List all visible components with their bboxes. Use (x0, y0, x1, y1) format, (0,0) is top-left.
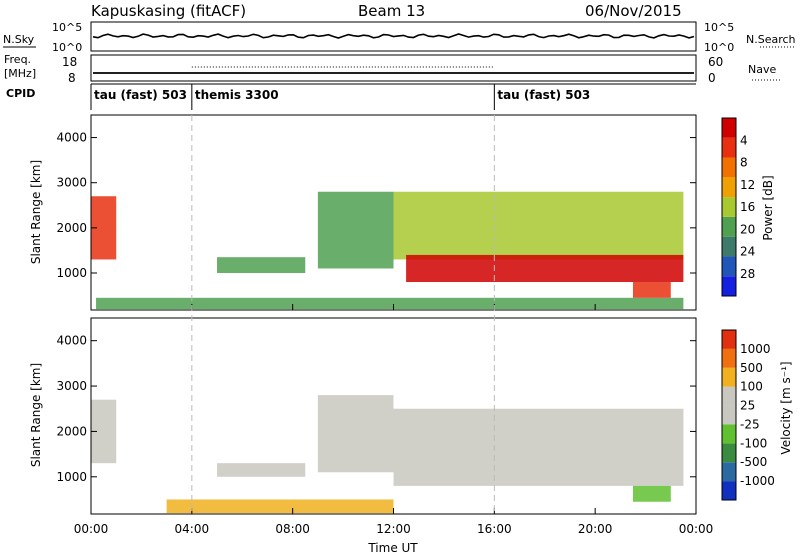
time-tick-label: 20:00 (578, 522, 613, 536)
power-colorbar: 4 8 12 16 20 24 28 (721, 117, 755, 297)
velocity-colorbar-tick-label: -500 (740, 455, 767, 469)
power-colorbar-tick-label: 20 (740, 222, 755, 236)
velocity-region (217, 463, 306, 477)
nave-tick-bottom: 0 (708, 71, 716, 85)
freq-label: Freq. (4, 53, 31, 66)
power-region (96, 297, 684, 310)
power-colorbar-swatch (722, 197, 736, 217)
time-tick-label: 00:00 (74, 522, 109, 536)
velocity-colorbar-swatch (722, 481, 736, 500)
velocity-colorbar-swatch (722, 386, 736, 406)
cpid-segment-label: themis 3300 (195, 88, 279, 102)
power-y-tick-label: 4000 (56, 131, 87, 145)
power-colorbar-swatch (722, 118, 736, 138)
velocity-colorbar-tick-label: 25 (740, 399, 755, 413)
power-colorbar-frame (721, 117, 737, 297)
nsky-label: N.Sky (3, 33, 35, 46)
power-colorbar-tick-label: 16 (740, 200, 755, 214)
nave-label: Nave (748, 63, 776, 76)
time-tick-label: 00:00 (679, 522, 714, 536)
nave-tick-top: 60 (708, 55, 723, 69)
power-colorbar-tick-label: 12 (740, 178, 755, 192)
freq-tick-top: 18 (62, 55, 77, 69)
nsearch-tick-top: 10^5 (704, 21, 734, 34)
beam-label: Beam 13 (358, 2, 425, 20)
power-y-label: Slant Range [km] (29, 160, 43, 264)
nsky-series (92, 33, 695, 39)
power-y-tick-label: 3000 (56, 176, 87, 190)
velocity-y-ticks: 1000 2000 3000 4000 (56, 334, 696, 484)
velocity-colorbar-swatch (722, 367, 736, 387)
time-axis-label: Time UT (367, 541, 418, 554)
velocity-colorbar-swatch (722, 443, 736, 463)
velocity-data (91, 395, 684, 514)
time-tick-label: 12:00 (376, 522, 411, 536)
velocity-y-tick-label: 1000 (56, 470, 87, 484)
velocity-colorbar-tick-label: 100 (740, 380, 763, 394)
power-colorbar-swatch (722, 236, 736, 257)
cpid-segments: tau (fast) 503 themis 3300 tau (fast) 503 (90, 84, 590, 110)
nsearch-label: N.Search (746, 33, 796, 46)
velocity-region (393, 408, 684, 486)
velocity-region (632, 485, 671, 502)
power-colorbar-swatch (722, 177, 736, 198)
power-colorbar-tick-label: 28 (740, 267, 755, 281)
power-region (217, 257, 306, 273)
velocity-y-tick-label: 3000 (56, 379, 87, 393)
power-y-tick-label: 2000 (56, 221, 87, 235)
cpid-label: CPID (6, 87, 35, 100)
power-colorbar-label: Power [dB] (761, 175, 775, 240)
cpid-segment-label: tau (fast) 503 (94, 88, 187, 102)
freq-tick-bottom: 8 (68, 71, 76, 85)
date-label: 06/Nov/2015 (585, 2, 682, 20)
power-colorbar-tick-label: 8 (740, 156, 748, 170)
power-colorbar-swatch (722, 216, 736, 237)
velocity-region (166, 499, 394, 514)
time-axis: 00:00 04:00 08:00 12:00 16:00 20:00 00:00 (74, 304, 714, 536)
velocity-colorbar-tick-label: -25 (740, 417, 760, 431)
velocity-colorbar-swatch (722, 405, 736, 425)
cpid-segment-label: tau (fast) 503 (497, 88, 590, 102)
velocity-y-tick-label: 4000 (56, 334, 87, 348)
nsky-panel-frame (90, 21, 697, 52)
velocity-colorbar: 1000 500 100 25 -25 -100 -500 -1000 (721, 329, 775, 501)
power-data (91, 191, 684, 310)
freq-panel-frame (90, 54, 697, 82)
power-colorbar-swatch (722, 256, 736, 277)
velocity-colorbar-swatch (722, 330, 736, 349)
time-tick-label: 08:00 (275, 522, 310, 536)
velocity-colorbar-tick-label: 1000 (740, 342, 771, 356)
velocity-colorbar-swatch (722, 424, 736, 444)
power-colorbar-tick-label: 4 (740, 133, 748, 147)
power-colorbar-swatch (722, 276, 736, 296)
velocity-region (317, 395, 394, 473)
velocity-colorbar-frame (721, 329, 737, 501)
freq-unit-label: [MHz] (4, 67, 36, 80)
velocity-colorbar-tick-label: -100 (740, 436, 767, 450)
mode-dividers (191, 115, 495, 514)
power-y-ticks: 1000 2000 3000 4000 (56, 131, 696, 280)
power-region (393, 191, 684, 260)
velocity-colorbar-tick-label: -1000 (740, 474, 775, 488)
power-region (632, 282, 671, 298)
power-colorbar-swatch (722, 137, 736, 158)
velocity-y-label: Slant Range [km] (29, 363, 43, 467)
time-tick-label: 04:00 (175, 522, 210, 536)
velocity-colorbar-swatch (722, 348, 736, 368)
nsearch-tick-bottom: 10^0 (704, 41, 734, 54)
nsky-tick-bottom: 10^0 (52, 41, 82, 54)
nsky-tick-top: 10^5 (52, 21, 82, 34)
velocity-y-tick-label: 2000 (56, 424, 87, 438)
time-tick-label: 16:00 (477, 522, 512, 536)
power-colorbar-tick-label: 24 (740, 245, 755, 259)
velocity-colorbar-tick-label: 500 (740, 361, 763, 375)
power-y-tick-label: 1000 (56, 266, 87, 280)
velocity-colorbar-swatch (722, 462, 736, 482)
power-region (406, 254, 684, 283)
power-region (317, 191, 394, 269)
station-title: Kapuskasing (fitACF) (91, 2, 246, 20)
velocity-colorbar-label: Velocity [m s⁻¹] (779, 361, 793, 454)
power-colorbar-swatch (722, 157, 736, 178)
